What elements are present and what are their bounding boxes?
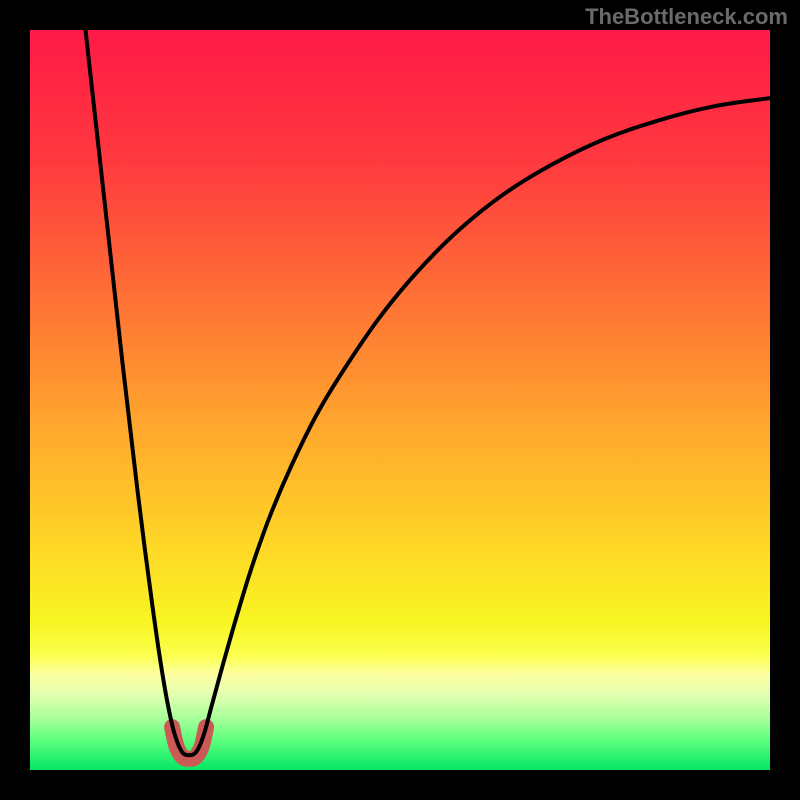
bottleneck-chart [0, 0, 800, 800]
chart-container: TheBottleneck.com [0, 0, 800, 800]
watermark-label: TheBottleneck.com [585, 4, 788, 30]
gradient-background [30, 30, 770, 770]
